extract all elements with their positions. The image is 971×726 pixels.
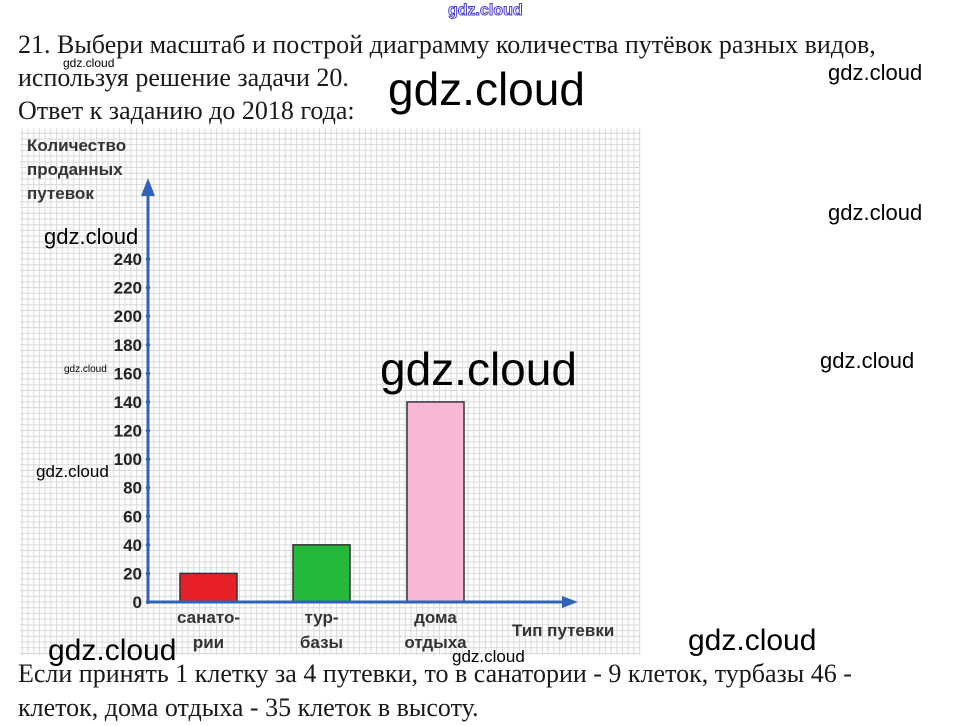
y-axis-arrow: [141, 178, 155, 196]
watermark: gdz.cloud: [828, 60, 923, 85]
y-tick: [145, 571, 151, 576]
y-tick: [145, 285, 151, 290]
y-tick: [145, 399, 151, 405]
task-text-line-3: Ответ к заданию до 2018 года:: [18, 96, 355, 125]
y-tick: [145, 542, 151, 548]
y-tick-label: 40: [123, 536, 142, 555]
watermark: gdz.cloud: [688, 624, 817, 657]
x-axis-title: Тип путевки: [512, 621, 614, 640]
watermark: gdz.cloud: [828, 200, 923, 225]
y-tick-label: 240: [114, 250, 142, 269]
task-text-line-1: 21. Выбери масштаб и построй диаграмму к…: [18, 30, 876, 59]
y-tick: [145, 342, 151, 347]
x-category-label: отдыха: [404, 633, 467, 652]
watermark: gdz.cloud: [380, 343, 577, 395]
y-axis-title: проданных: [27, 160, 123, 179]
y-tick: [145, 599, 151, 605]
watermark: gdz.cloud: [388, 63, 585, 115]
y-tick-label: 200: [114, 307, 142, 326]
watermark: gdz.cloud: [44, 224, 139, 249]
x-axis-arrow: [562, 596, 578, 608]
y-tick: [145, 514, 151, 519]
bar: [406, 401, 465, 603]
y-tick-label: 0: [133, 593, 142, 612]
watermark-top: gdz.cloud: [448, 2, 524, 20]
watermark: gdz.cloud: [452, 647, 525, 666]
y-tick: [145, 428, 151, 433]
y-tick-label: 140: [114, 393, 142, 412]
y-tick-label: 160: [114, 364, 142, 383]
y-tick: [145, 256, 151, 262]
watermark: gdz.cloud: [63, 56, 115, 70]
x-category-label: базы: [300, 633, 343, 652]
y-tick-label: 80: [123, 479, 142, 498]
y-tick: [145, 371, 151, 376]
y-tick-label: 180: [114, 336, 142, 355]
watermark: gdz.cloud: [36, 462, 109, 481]
y-tick: [145, 313, 151, 319]
y-tick-label: 220: [114, 279, 142, 298]
answer-text-line-1: Если принять 1 клетку за 4 путевки, то в…: [18, 659, 852, 688]
x-category-label: дома: [414, 608, 457, 627]
bar: [292, 544, 351, 603]
y-axis-title: Количество: [27, 136, 126, 155]
y-tick-label: 60: [123, 507, 142, 526]
watermark: gdz.cloud: [64, 364, 107, 375]
y-tick-label: 20: [123, 564, 142, 583]
x-category-label: тур-: [304, 608, 338, 627]
y-tick-label: 120: [114, 422, 142, 441]
watermark: gdz.cloud: [48, 634, 177, 667]
watermark: gdz.cloud: [820, 348, 915, 373]
bar: [179, 572, 238, 603]
y-axis-title: путевок: [27, 184, 94, 203]
task-text-line-2: используя решение задачи 20.: [18, 63, 349, 92]
x-category-label: санато-: [177, 608, 240, 627]
y-tick-label: 100: [114, 450, 142, 469]
y-tick: [145, 456, 151, 462]
answer-text-line-2: клеток, дома отдыха - 35 клеток в высоту…: [18, 693, 479, 722]
y-tick: [145, 485, 151, 490]
x-category-label: рии: [193, 633, 224, 652]
